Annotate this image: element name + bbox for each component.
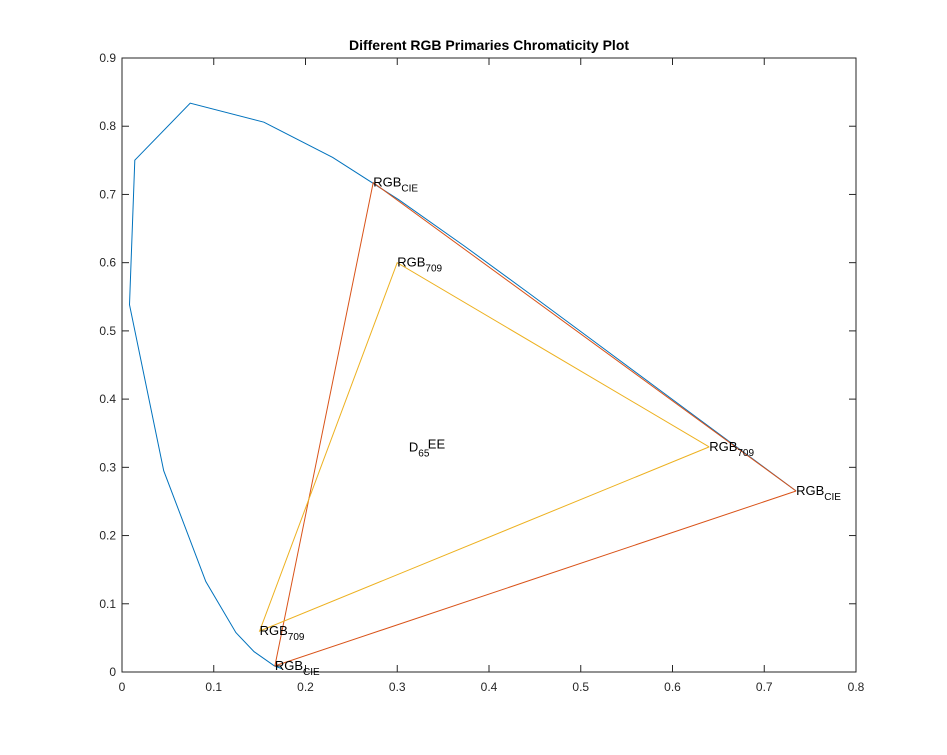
point-annotation: RGBCIE — [275, 658, 320, 678]
x-tick-label: 0 — [119, 680, 126, 694]
x-tick-label: 0.8 — [848, 680, 865, 694]
chart-title: Different RGB Primaries Chromaticity Plo… — [349, 37, 629, 53]
point-annotation: RGBCIE — [796, 483, 841, 503]
x-tick-label: 0.4 — [481, 680, 498, 694]
x-tick-label: 0.6 — [664, 680, 681, 694]
point-annotation: EE — [428, 437, 446, 452]
y-tick-label: 0.4 — [99, 392, 116, 406]
x-tick-label: 0.1 — [205, 680, 222, 694]
rgb-709-triangle-line — [258, 261, 710, 632]
spectral-locus-line — [128, 102, 797, 670]
point-annotation: D65 — [409, 440, 430, 460]
point-annotation: RGB709 — [709, 439, 754, 459]
x-tick-label: 0.5 — [572, 680, 589, 694]
y-tick-label: 0.7 — [99, 187, 116, 201]
y-tick-label: 0.6 — [99, 256, 116, 270]
point-annotation: RGB709 — [260, 623, 305, 643]
y-tick-label: 0 — [109, 665, 116, 679]
x-tick-label: 0.2 — [297, 680, 314, 694]
x-tick-label: 0.3 — [389, 680, 406, 694]
y-tick-label: 0.3 — [99, 460, 116, 474]
y-tick-label: 0.9 — [99, 51, 116, 65]
point-annotation: RGBCIE — [373, 175, 418, 195]
y-tick-label: 0.5 — [99, 324, 116, 338]
x-tick-label: 0.7 — [756, 680, 773, 694]
y-tick-label: 0.8 — [99, 119, 116, 133]
rgb-cie-triangle-line — [274, 181, 797, 667]
plot-area: 0 0.1 0.2 0.3 0.4 0.5 0.6 0.7 0.8 0 0.1 0.2 0.3 0.4 0.… — [99, 51, 864, 694]
y-tick-label: 0.1 — [99, 597, 116, 611]
point-annotation: RGB709 — [397, 255, 442, 275]
y-tick-label: 0.2 — [99, 529, 116, 543]
